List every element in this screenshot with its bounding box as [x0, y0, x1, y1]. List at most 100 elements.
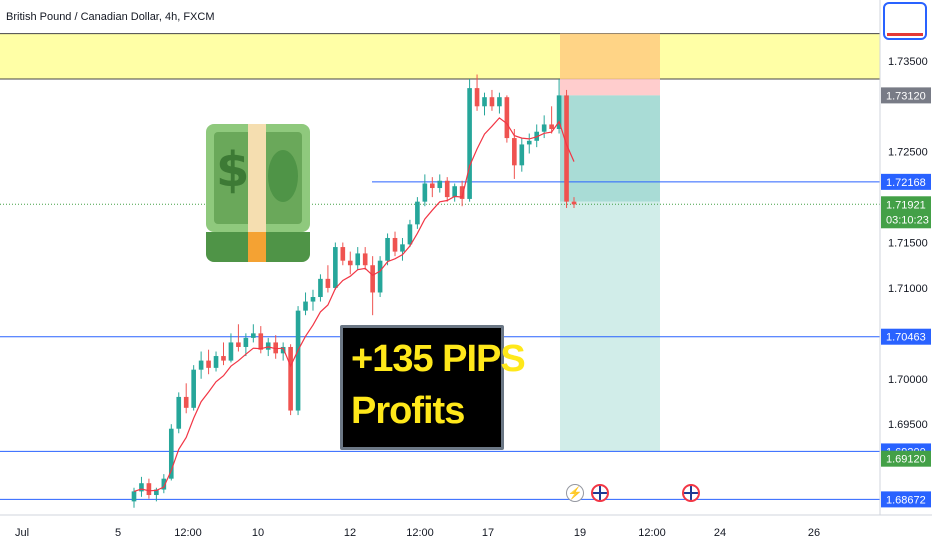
candle [168, 424, 174, 481]
price-label-value: 1.72168 [886, 177, 926, 189]
candle-body [213, 356, 219, 368]
candle [347, 251, 353, 275]
lightning-event-icon[interactable]: ⚡ [566, 484, 584, 502]
candle [452, 183, 457, 202]
uk-flag-event-icon[interactable] [591, 484, 609, 502]
candle-body [265, 342, 271, 350]
price-label-value: 1.71921 [886, 199, 926, 211]
price-label: 1.70463 [881, 328, 931, 345]
candle [295, 306, 301, 416]
candle [206, 349, 211, 375]
candle [213, 351, 219, 372]
candle-body [571, 201, 577, 205]
candle [564, 89, 569, 209]
x-tick-label: Jul [15, 527, 29, 539]
y-tick-label: 1.69500 [888, 419, 928, 431]
chart-title: British Pound / Canadian Dollar, 4h, FXC… [6, 11, 215, 23]
resistance-zone [0, 33, 880, 80]
candle [183, 383, 189, 414]
candle [549, 106, 554, 134]
bill-stack-band [248, 232, 266, 262]
y-tick-label: 1.71000 [888, 283, 928, 295]
candle-body [370, 265, 375, 293]
candle [459, 180, 465, 207]
candle [444, 177, 450, 202]
flag-button[interactable] [883, 2, 927, 40]
y-tick-label: 1.71500 [888, 238, 928, 250]
flag-color-strip [887, 33, 923, 36]
bill-portrait [268, 150, 298, 202]
candle-body [347, 260, 353, 266]
candle [303, 292, 308, 316]
candle-body [497, 97, 502, 107]
candle [429, 177, 435, 198]
candle-body [273, 342, 279, 354]
candle-body [400, 244, 405, 252]
moving-average-line [133, 117, 575, 492]
candle-body [422, 183, 428, 202]
candle [251, 324, 256, 343]
uk-flag-event-icon[interactable] [682, 484, 700, 502]
candle-body [161, 478, 167, 490]
candle [407, 219, 413, 248]
money-with-wings-icon: $ [206, 124, 310, 264]
candle [392, 231, 398, 257]
candle-body [146, 483, 152, 496]
candle-body [407, 224, 413, 245]
candle [280, 342, 286, 361]
x-tick-label: 10 [252, 527, 264, 539]
candle [526, 133, 532, 154]
profit-callout-label: Profits [351, 390, 465, 432]
x-tick-label: 12 [344, 527, 356, 539]
candle-body [474, 88, 480, 107]
candle-body [333, 247, 338, 288]
candle-body [310, 297, 316, 302]
candle-body [183, 396, 189, 408]
price-label-bg [881, 450, 931, 467]
candle-body [176, 396, 182, 429]
candle [325, 265, 331, 293]
price-label: 1.72168 [881, 173, 931, 190]
candle [519, 138, 525, 172]
x-tick-label: 24 [714, 527, 726, 539]
candle [556, 79, 562, 134]
candle-body [258, 333, 264, 350]
candle [489, 89, 495, 111]
price-label-bg [881, 491, 931, 508]
position-target-zone [560, 201, 660, 452]
candle [340, 242, 346, 266]
candle [228, 333, 234, 363]
candle [482, 92, 487, 116]
price-label-bg [881, 196, 931, 229]
candle-body [325, 278, 331, 288]
candle-body [295, 310, 301, 411]
candle-body [564, 95, 569, 202]
x-tick-label: 12:00 [174, 527, 202, 539]
position-stop-zone [560, 79, 660, 96]
candle [146, 478, 152, 499]
candle [467, 79, 472, 202]
x-tick-label: 26 [808, 527, 820, 539]
candle [474, 74, 480, 111]
profit-callout: +135 PIPS Profits [340, 325, 526, 450]
candle-body [228, 342, 234, 361]
candle-body [131, 491, 137, 502]
candle-body [467, 88, 472, 199]
candle [422, 174, 428, 207]
candle-body [385, 237, 390, 261]
y-tick-label: 1.70000 [888, 374, 928, 386]
candle [273, 335, 279, 359]
candle [497, 92, 502, 114]
candle [370, 256, 375, 316]
candle [571, 197, 577, 209]
candle-body [154, 489, 159, 496]
candle-body [198, 360, 204, 370]
candle [541, 115, 547, 139]
candle-body [288, 346, 293, 411]
dollar-sign-icon: $ [216, 142, 250, 198]
candle-body [429, 183, 435, 189]
candle-body [459, 186, 465, 199]
candle [198, 351, 204, 379]
